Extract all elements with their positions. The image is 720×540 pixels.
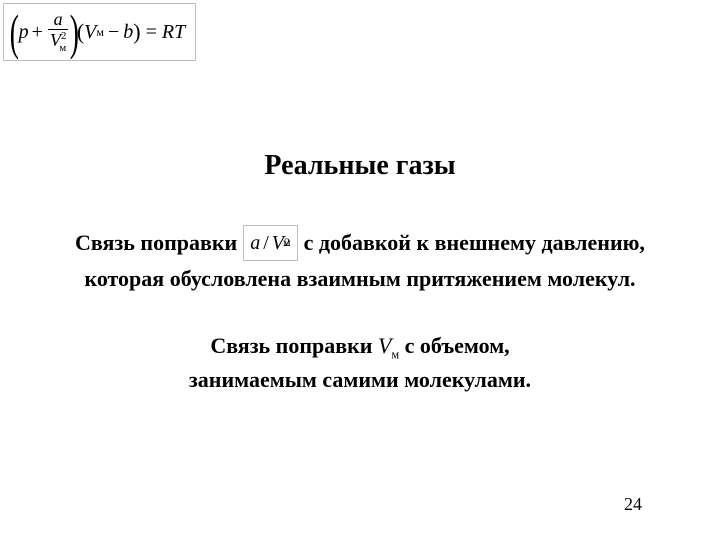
- eq-T: T: [174, 21, 185, 44]
- para2-line2: занимаемым самими молекулами.: [0, 364, 720, 396]
- inline-sub: м: [283, 233, 291, 252]
- eq-V2-sub: м: [96, 25, 104, 40]
- para1-before: Связь поправки: [75, 225, 237, 260]
- inline-slash: /: [263, 227, 269, 259]
- frac-den: V2м: [48, 29, 68, 53]
- eq-p: p: [19, 21, 29, 44]
- rparen-1: ): [70, 7, 79, 57]
- eq-equals: =: [146, 21, 157, 44]
- para2-before: Связь поправки: [210, 333, 378, 358]
- eq-V2: V: [84, 21, 96, 44]
- paragraph-1: Связь поправки a / V2м с добавкой к внеш…: [0, 225, 720, 296]
- eq-minus: −: [108, 21, 119, 44]
- eq-b: b: [123, 21, 133, 44]
- eq-plus: +: [32, 21, 43, 44]
- eq-fraction: a V2м: [48, 10, 68, 53]
- para1-after: с добавкой к внешнему давлению,: [304, 225, 645, 260]
- paragraph-2: Связь поправки Vм с объемом, занимаемым …: [0, 330, 720, 396]
- rparen-2: ): [133, 19, 140, 45]
- page-title: Реальные газы: [0, 150, 720, 182]
- page-number: 24: [624, 494, 642, 515]
- equation-box: ( p + a V2м ) ( Vм − b ) = RT: [3, 3, 196, 61]
- frac-den-sub: м: [59, 42, 66, 54]
- vm-var: Vм: [378, 333, 399, 358]
- frac-num: a: [52, 10, 65, 29]
- eq-R: R: [162, 21, 174, 44]
- para1-line1: Связь поправки a / V2м с добавкой к внеш…: [0, 225, 720, 261]
- para2-line1: Связь поправки Vм с объемом,: [0, 330, 720, 364]
- vm-sub: м: [391, 347, 399, 361]
- vm-V: V: [378, 333, 391, 358]
- para1-line2: которая обусловлена взаимным притяжением…: [0, 261, 720, 296]
- para2-after: с объемом,: [399, 333, 510, 358]
- frac-den-sup: 2: [61, 30, 66, 42]
- inline-formula: a / V2м: [243, 225, 297, 261]
- inline-a: a: [250, 227, 260, 259]
- lparen-1: (: [10, 7, 19, 57]
